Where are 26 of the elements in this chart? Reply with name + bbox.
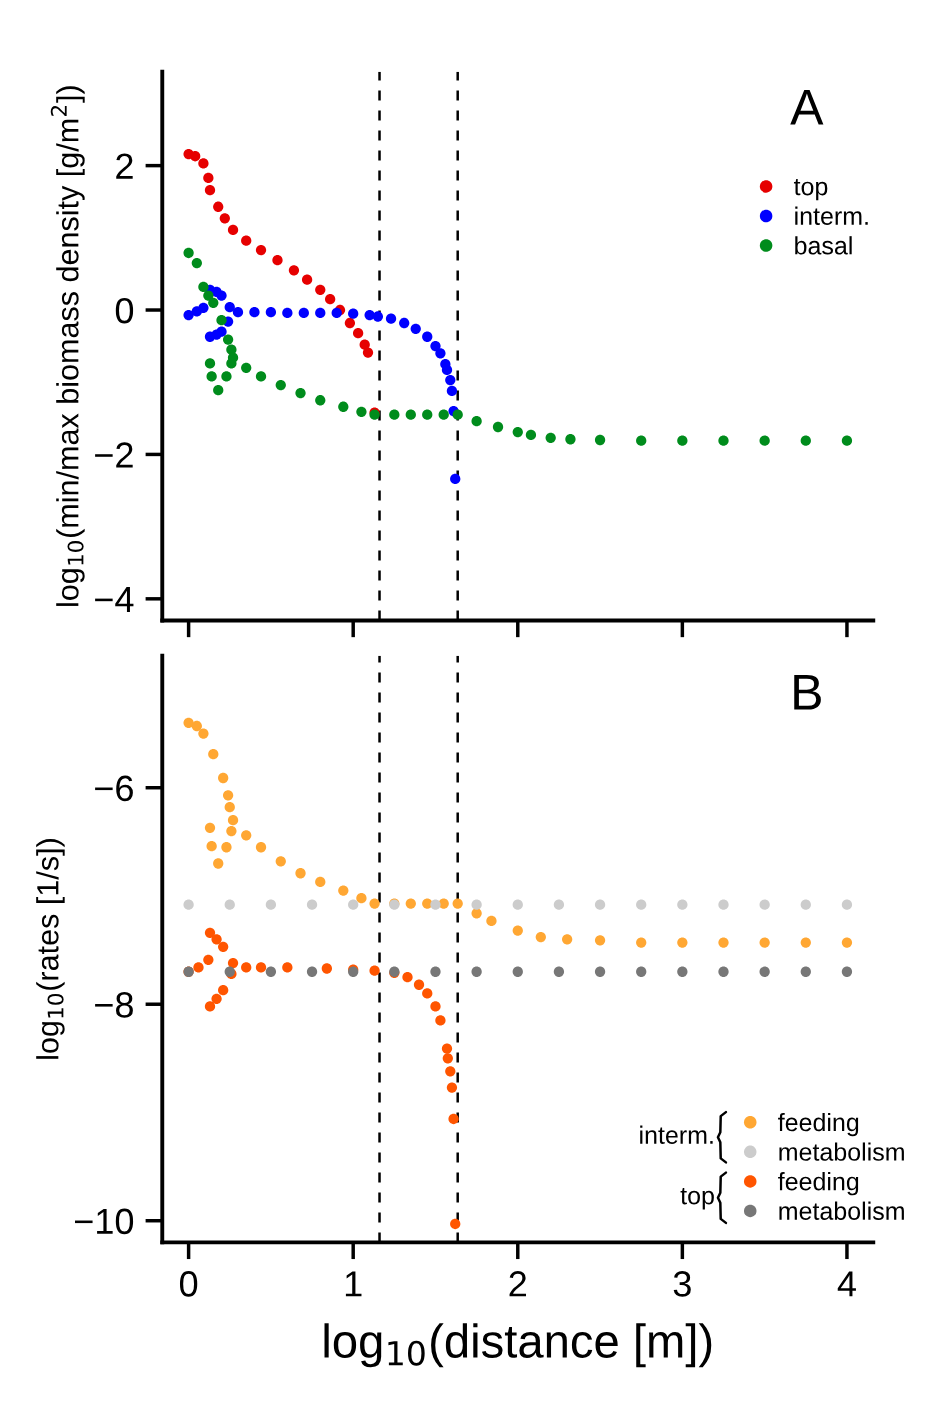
x-tick-label: 0 <box>179 1271 198 1297</box>
y-axis-title: log$_{10}$(min/max biomass density [g/m$^{2}$]) <box>50 86 85 606</box>
x-tick-label: 1 <box>345 1271 362 1297</box>
x-tick-label: 4 <box>837 1271 856 1297</box>
y-tick-label: −4 <box>95 587 134 612</box>
legend-label: feeding <box>778 1172 859 1196</box>
y-tick-label: −2 <box>95 442 133 468</box>
y-tick-label: −6 <box>95 775 133 802</box>
annotation: top <box>680 1188 714 1210</box>
x-tick-label: 3 <box>673 1271 691 1297</box>
legend-label: feeding <box>778 1112 859 1137</box>
y-axis-title: log$_{10}$(rates [1/s]) <box>36 839 65 1059</box>
annotation: interm. <box>640 1125 713 1144</box>
legend-label: metabolism <box>779 1201 904 1220</box>
chart-title: A <box>790 90 824 125</box>
y-tick-label: −10 <box>75 1208 134 1235</box>
chart-title: B <box>794 675 821 710</box>
y-tick-label: 0 <box>115 297 134 324</box>
x-axis-title: log$_{10}$(distance [m]) <box>324 1323 712 1368</box>
legend-label: interm. <box>795 206 868 225</box>
y-tick-label: −8 <box>95 992 133 1018</box>
y-tick-label: 2 <box>116 153 133 179</box>
legend-label: metabolism <box>779 1142 904 1161</box>
x-tick-label: 2 <box>509 1271 527 1297</box>
legend-label: basal <box>795 236 852 255</box>
legend-label: top <box>793 179 828 201</box>
